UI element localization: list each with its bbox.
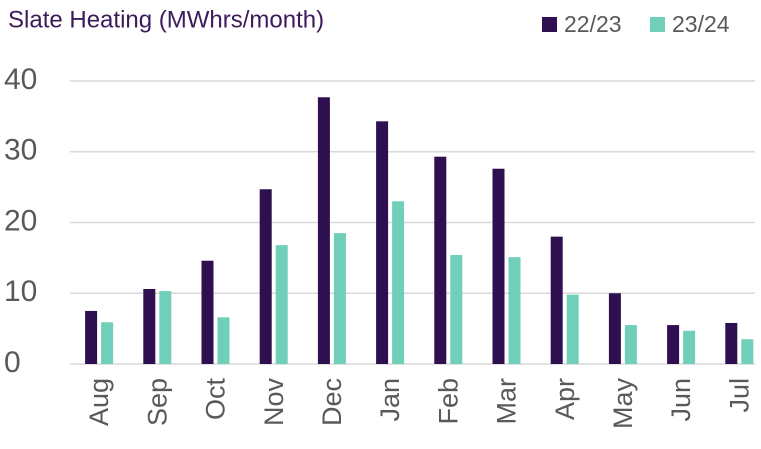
bar <box>683 330 696 364</box>
y-tick-label: 20 <box>4 204 37 237</box>
bar <box>550 236 563 364</box>
x-tick-label: Feb <box>433 378 463 425</box>
x-tick-label: Aug <box>84 378 114 426</box>
x-tick-label: Jul <box>724 378 754 413</box>
bar <box>143 289 156 364</box>
legend-label: 22/23 <box>564 11 622 37</box>
bar <box>159 291 172 364</box>
bar <box>275 245 288 364</box>
chart-title: Slate Heating (MWhrs/month) <box>8 6 324 33</box>
bar <box>741 339 754 364</box>
bar <box>201 260 214 364</box>
x-tick-label: Mar <box>492 378 522 425</box>
x-tick-label: Jun <box>666 378 696 422</box>
x-tick-label: May <box>608 378 638 430</box>
bar <box>259 189 272 364</box>
x-tick-label: Apr <box>550 378 580 420</box>
bar <box>317 97 330 365</box>
bar <box>492 168 505 364</box>
bar <box>85 310 98 364</box>
bar <box>376 121 389 364</box>
y-tick-label: 40 <box>4 63 37 96</box>
bar <box>333 233 346 364</box>
legend-label: 23/24 <box>672 11 730 37</box>
legend-swatch <box>650 17 665 32</box>
bar <box>508 257 521 364</box>
x-tick-label: Oct <box>201 378 231 421</box>
bar <box>434 156 447 364</box>
y-tick-label: 30 <box>4 134 37 167</box>
x-tick-label: Nov <box>259 378 289 427</box>
y-tick-label: 0 <box>4 346 21 379</box>
x-tick-label: Dec <box>317 378 347 426</box>
bar <box>624 325 637 364</box>
bar <box>725 322 738 364</box>
x-tick-label: Jan <box>375 378 405 422</box>
bar <box>667 325 680 364</box>
legend-swatch <box>542 17 557 32</box>
bar <box>566 294 579 364</box>
bar <box>450 255 463 364</box>
bar <box>608 293 621 364</box>
bar <box>392 201 405 364</box>
y-tick-label: 10 <box>4 275 37 308</box>
x-tick-label: Sep <box>142 378 172 426</box>
bar <box>101 322 114 364</box>
bar <box>217 317 230 364</box>
